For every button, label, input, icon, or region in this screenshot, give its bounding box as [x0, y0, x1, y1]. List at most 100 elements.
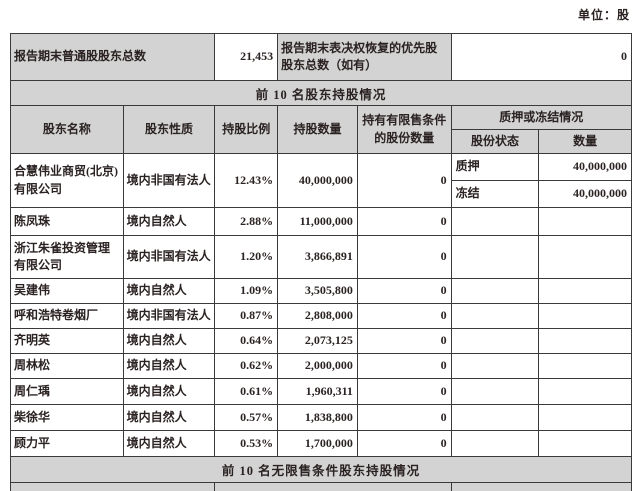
pledge-qty-value [539, 236, 631, 278]
pledge-qty-value [539, 304, 631, 328]
unit-label: 单位：股 [577, 8, 630, 22]
restricted-shares-cell: 0 [358, 379, 452, 404]
shareholder-nature-cell: 境内非国有法人 [124, 154, 216, 207]
shareholder-nature-cell: 境内自然人 [124, 279, 216, 303]
pledge-qty-value [539, 431, 631, 456]
shareholder-nature-cell: 境内非国有法人 [124, 304, 216, 328]
shareholders-table: 报告期末普通股股东总数 21,453 报告期末表决权恢复的优先股股东总数（如有）… [10, 33, 632, 491]
pledge-qty-value [539, 405, 631, 430]
pledge-status-value: 冻结 [452, 181, 540, 207]
header-pledge-group-col: 质押或冻结情况 股份状态 数量 [451, 106, 631, 153]
ordinary-shareholders-label: 报告期末普通股股东总数 [11, 34, 216, 80]
pledge-status-value [452, 405, 540, 430]
holding-ratio-cell: 0.53% [215, 431, 279, 456]
section-bar-top10: 前 10 名股东持股情况 [11, 81, 631, 106]
shareholder-name-cell: 顾力平 [11, 431, 124, 456]
header-pledge-group: 质押或冻结情况 [451, 106, 631, 130]
restricted-shares-cell: 0 [358, 354, 452, 378]
header-pledge-subrow: 股份状态 数量 [452, 130, 631, 153]
restricted-shares-cell: 0 [358, 208, 452, 235]
holding-quantity-cell: 2,073,125 [278, 329, 358, 353]
holding-ratio-cell: 0.64% [215, 329, 279, 353]
holding-ratio-cell: 0.62% [215, 354, 279, 378]
holding-quantity-cell: 2,808,000 [278, 304, 358, 328]
table-row: 齐明英 境内自然人 0.64% 2,073,125 0 [11, 329, 631, 354]
shareholder-nature-cell: 境内自然人 [124, 431, 216, 456]
holding-quantity-cell: 1,700,000 [278, 431, 358, 456]
restricted-shares-cell: 0 [358, 236, 452, 278]
header-holding-quantity: 持股数量 [278, 106, 358, 153]
next-table-header-partial [11, 483, 631, 491]
shareholder-name-cell: 陈凤珠 [11, 208, 124, 235]
table-row: 周仁瑀 境内自然人 0.61% 1,960,311 0 [11, 379, 631, 405]
section-title-unrestricted: 前 10 名无限售条件股东持股情况 [11, 457, 631, 482]
pledge-status-value [452, 208, 540, 235]
preferred-shareholders-label: 报告期末表决权恢复的优先股股东总数（如有） [278, 34, 452, 80]
shareholder-name-cell: 齐明英 [11, 329, 124, 353]
pledge-status-value [452, 431, 540, 456]
pledge-status-value [452, 279, 540, 303]
pledge-cell [452, 279, 631, 303]
table-row: 柴徐华 境内自然人 0.57% 1,838,800 0 [11, 405, 631, 431]
pledge-status-value [452, 379, 540, 404]
header-shareholder-nature: 股东性质 [123, 106, 216, 153]
table-row: 合慧伟业商贸(北京)有限公司 境内非国有法人 12.43% 40,000,000… [11, 154, 631, 208]
table-row: 顾力平 境内自然人 0.53% 1,700,000 0 [11, 431, 631, 457]
pledge-cell [452, 379, 631, 404]
holding-ratio-cell: 0.87% [215, 304, 279, 328]
shareholder-nature-cell: 境内自然人 [124, 379, 216, 404]
partial-cell [215, 483, 452, 491]
shareholder-name-cell: 柴徐华 [11, 405, 124, 430]
restricted-shares-cell: 0 [358, 405, 452, 430]
pledge-qty-value [539, 279, 631, 303]
pledge-cell [452, 354, 631, 378]
pledge-cell [452, 329, 631, 353]
pledge-status-value: 质押 [452, 154, 540, 180]
pledge-status-value [452, 354, 540, 378]
shareholder-name-cell: 周仁瑀 [11, 379, 124, 404]
pledge-status-value [452, 236, 540, 278]
pledge-status-value [452, 329, 540, 353]
pledge-subrow: 冻结 40,000,000 [452, 181, 631, 207]
pledge-cell [452, 236, 631, 278]
shareholder-nature-cell: 境内自然人 [124, 405, 216, 430]
holding-quantity-cell: 2,000,000 [278, 354, 358, 378]
holding-quantity-cell: 3,866,891 [278, 236, 358, 278]
restricted-shares-cell: 0 [358, 279, 452, 303]
pledge-qty-value [539, 208, 631, 235]
pledge-cell: 质押 40,000,000 冻结 40,000,000 [451, 154, 631, 207]
header-pledge-status: 股份状态 [452, 130, 540, 153]
pledge-qty-value [539, 354, 631, 378]
table-row: 陈凤珠 境内自然人 2.88% 11,000,000 0 [11, 208, 631, 236]
shareholder-nature-cell: 境内非国有法人 [124, 236, 216, 278]
restricted-shares-cell: 0 [358, 154, 452, 207]
holding-quantity-cell: 11,000,000 [278, 208, 358, 235]
holding-quantity-cell: 1,960,311 [278, 379, 358, 404]
holding-ratio-cell: 1.20% [215, 236, 279, 278]
holding-ratio-cell: 0.57% [215, 405, 279, 430]
shareholder-nature-cell: 境内自然人 [124, 329, 216, 353]
header-restricted-shares: 持有有限售条件的股份数量 [357, 106, 452, 153]
table-row: 呼和浩特卷烟厂 境内非国有法人 0.87% 2,808,000 0 [11, 304, 631, 329]
restricted-shares-cell: 0 [358, 304, 452, 328]
holding-ratio-cell: 12.43% [215, 154, 279, 207]
pledge-qty-value [539, 329, 631, 353]
pledge-qty-value [539, 379, 631, 404]
table-row: 浙江朱雀投资管理有限公司 境内非国有法人 1.20% 3,866,891 0 [11, 236, 631, 279]
shareholder-name-cell: 呼和浩特卷烟厂 [11, 304, 124, 328]
shareholder-name-cell: 合慧伟业商贸(北京)有限公司 [11, 154, 124, 207]
holding-quantity-cell: 1,838,800 [278, 405, 358, 430]
section-bar-unrestricted: 前 10 名无限售条件股东持股情况 [11, 457, 631, 483]
holding-ratio-cell: 1.09% [215, 279, 279, 303]
holding-ratio-cell: 2.88% [215, 208, 279, 235]
header-holding-ratio: 持股比例 [215, 106, 279, 153]
preferred-shareholders-value: 0 [621, 49, 627, 64]
header-shareholder-name: 股东名称 [11, 106, 124, 153]
shareholder-nature-cell: 境内自然人 [124, 354, 216, 378]
partial-cell [11, 483, 216, 491]
table-header-row: 股东名称 股东性质 持股比例 持股数量 持有有限售条件的股份数量 质押或冻结情况… [11, 106, 631, 154]
pledge-subrow: 质押 40,000,000 [451, 154, 631, 181]
restricted-shares-cell: 0 [358, 431, 452, 456]
pledge-qty-value: 40,000,000 [573, 186, 627, 201]
